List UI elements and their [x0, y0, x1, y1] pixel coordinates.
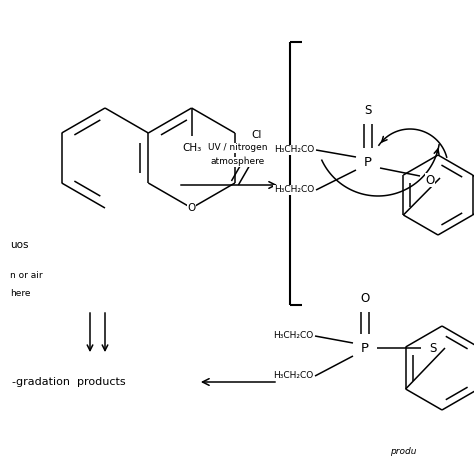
Text: atmosphere: atmosphere	[211, 157, 265, 166]
Text: S: S	[365, 103, 372, 117]
Text: UV / nitrogen: UV / nitrogen	[208, 144, 268, 153]
Text: here: here	[10, 289, 30, 298]
Text: O: O	[360, 292, 370, 304]
Text: CH₃: CH₃	[182, 143, 201, 153]
Text: uos: uos	[10, 240, 28, 250]
Text: S: S	[429, 341, 437, 355]
Text: O: O	[245, 144, 253, 154]
Text: H₃CH₂CO: H₃CH₂CO	[273, 372, 313, 381]
Text: -gradation  products: -gradation products	[12, 377, 126, 387]
Text: produ: produ	[390, 447, 417, 456]
Text: H₃CH₂CO: H₃CH₂CO	[274, 146, 314, 155]
Text: P: P	[364, 155, 372, 168]
Text: H₃CH₂CO: H₃CH₂CO	[273, 331, 313, 340]
Text: n or air: n or air	[10, 271, 43, 280]
Text: O: O	[425, 173, 435, 186]
Text: H₃CH₂CO: H₃CH₂CO	[274, 185, 314, 194]
Text: O: O	[188, 203, 196, 213]
Text: P: P	[361, 341, 369, 355]
Text: Cl: Cl	[252, 130, 262, 140]
